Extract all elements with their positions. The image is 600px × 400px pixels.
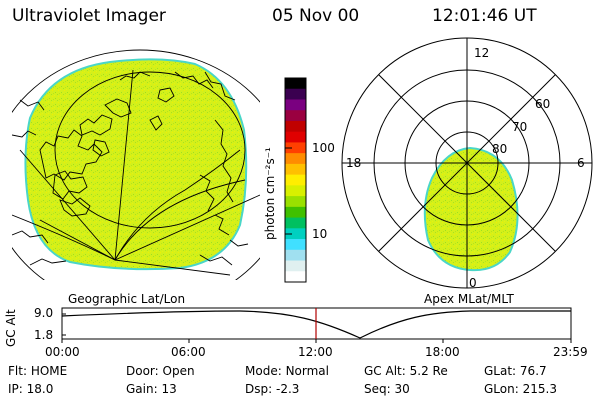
timeline-ytick-max: 9.0 bbox=[34, 306, 54, 320]
geo-grid bbox=[12, 49, 260, 280]
polar-lat-60: 60 bbox=[535, 97, 551, 111]
colorbar-segment bbox=[285, 196, 306, 208]
colorbar-segment bbox=[285, 271, 306, 283]
polar-mlt-12: 12 bbox=[474, 46, 490, 60]
colorbar-segment bbox=[285, 174, 306, 186]
colorbar-segment bbox=[285, 142, 306, 154]
polar-lat-70: 70 bbox=[512, 120, 528, 134]
colorbar-label-100: 100 bbox=[312, 141, 335, 155]
status-door: Door: Open bbox=[126, 364, 195, 378]
timeline-xtick-2359: 23:59 bbox=[553, 345, 588, 359]
status-gain: Gain: 13 bbox=[126, 382, 177, 396]
timeline-xtick-0000: 00:00 bbox=[45, 345, 80, 359]
colorbar-segment bbox=[285, 206, 306, 219]
status-seq: Seq: 30 bbox=[364, 382, 410, 396]
colorbar-frame bbox=[284, 77, 307, 283]
colorbar-segment bbox=[285, 131, 306, 143]
colorbar-segment bbox=[285, 239, 306, 251]
colorbar-segment bbox=[285, 163, 306, 176]
header-date: 05 Nov 00 bbox=[272, 6, 360, 26]
geo-map-panel bbox=[12, 49, 260, 280]
status-glon: GLon: 215.3 bbox=[484, 382, 557, 396]
status-flt: Flt: HOME bbox=[8, 364, 68, 378]
polar-diag-2 bbox=[378, 74, 556, 252]
colorbar-segment bbox=[285, 217, 306, 229]
app-title: Ultraviolet Imager bbox=[12, 6, 166, 26]
colorbar-segment bbox=[285, 185, 306, 197]
colorbar bbox=[285, 78, 306, 283]
geo-panel-label: Geographic Lat/Lon bbox=[68, 292, 186, 306]
status-glat: GLat: 76.7 bbox=[484, 364, 547, 378]
timeline-ytick-min: 1.8 bbox=[34, 328, 54, 342]
colorbar-segment bbox=[285, 249, 306, 262]
polar-mlt-18: 18 bbox=[346, 156, 362, 170]
polar-mlt-6: 6 bbox=[577, 156, 585, 170]
colorbar-segment bbox=[285, 228, 306, 240]
status-dsp: Dsp: -2.3 bbox=[245, 382, 300, 396]
status-ip: IP: 18.0 bbox=[8, 382, 54, 396]
status-gc-alt: GC Alt: 5.2 Re bbox=[364, 364, 448, 378]
colorbar-unit-label: photon cm⁻²s⁻¹ bbox=[263, 147, 277, 240]
polar-panel-label: Apex MLat/MLT bbox=[424, 292, 514, 306]
timeline-xtick-1800: 18:00 bbox=[425, 345, 460, 359]
header-time: 12:01:46 UT bbox=[432, 6, 537, 26]
status-mode: Mode: Normal bbox=[245, 364, 329, 378]
polar-mlt-0: 0 bbox=[469, 276, 477, 290]
timeline-xtick-0600: 06:00 bbox=[171, 345, 206, 359]
polar-plot bbox=[341, 37, 593, 289]
timeline-axis-label: GC Alt bbox=[4, 309, 18, 347]
timeline-xtick-1200: 12:00 bbox=[298, 345, 333, 359]
geo-coastlines bbox=[12, 71, 249, 266]
colorbar-segment bbox=[285, 120, 306, 133]
colorbar-label-10: 10 bbox=[312, 227, 328, 241]
altitude-timeline bbox=[61, 307, 572, 343]
colorbar-segment bbox=[285, 110, 306, 122]
polar-lat-80: 80 bbox=[492, 142, 508, 156]
geo-emission-region bbox=[24, 58, 248, 271]
colorbar-segment bbox=[285, 99, 306, 111]
altitude-curve bbox=[61, 310, 571, 339]
colorbar-segment bbox=[285, 260, 306, 272]
colorbar-segment bbox=[285, 78, 306, 90]
colorbar-segment bbox=[285, 88, 306, 100]
colorbar-segment bbox=[285, 153, 306, 165]
